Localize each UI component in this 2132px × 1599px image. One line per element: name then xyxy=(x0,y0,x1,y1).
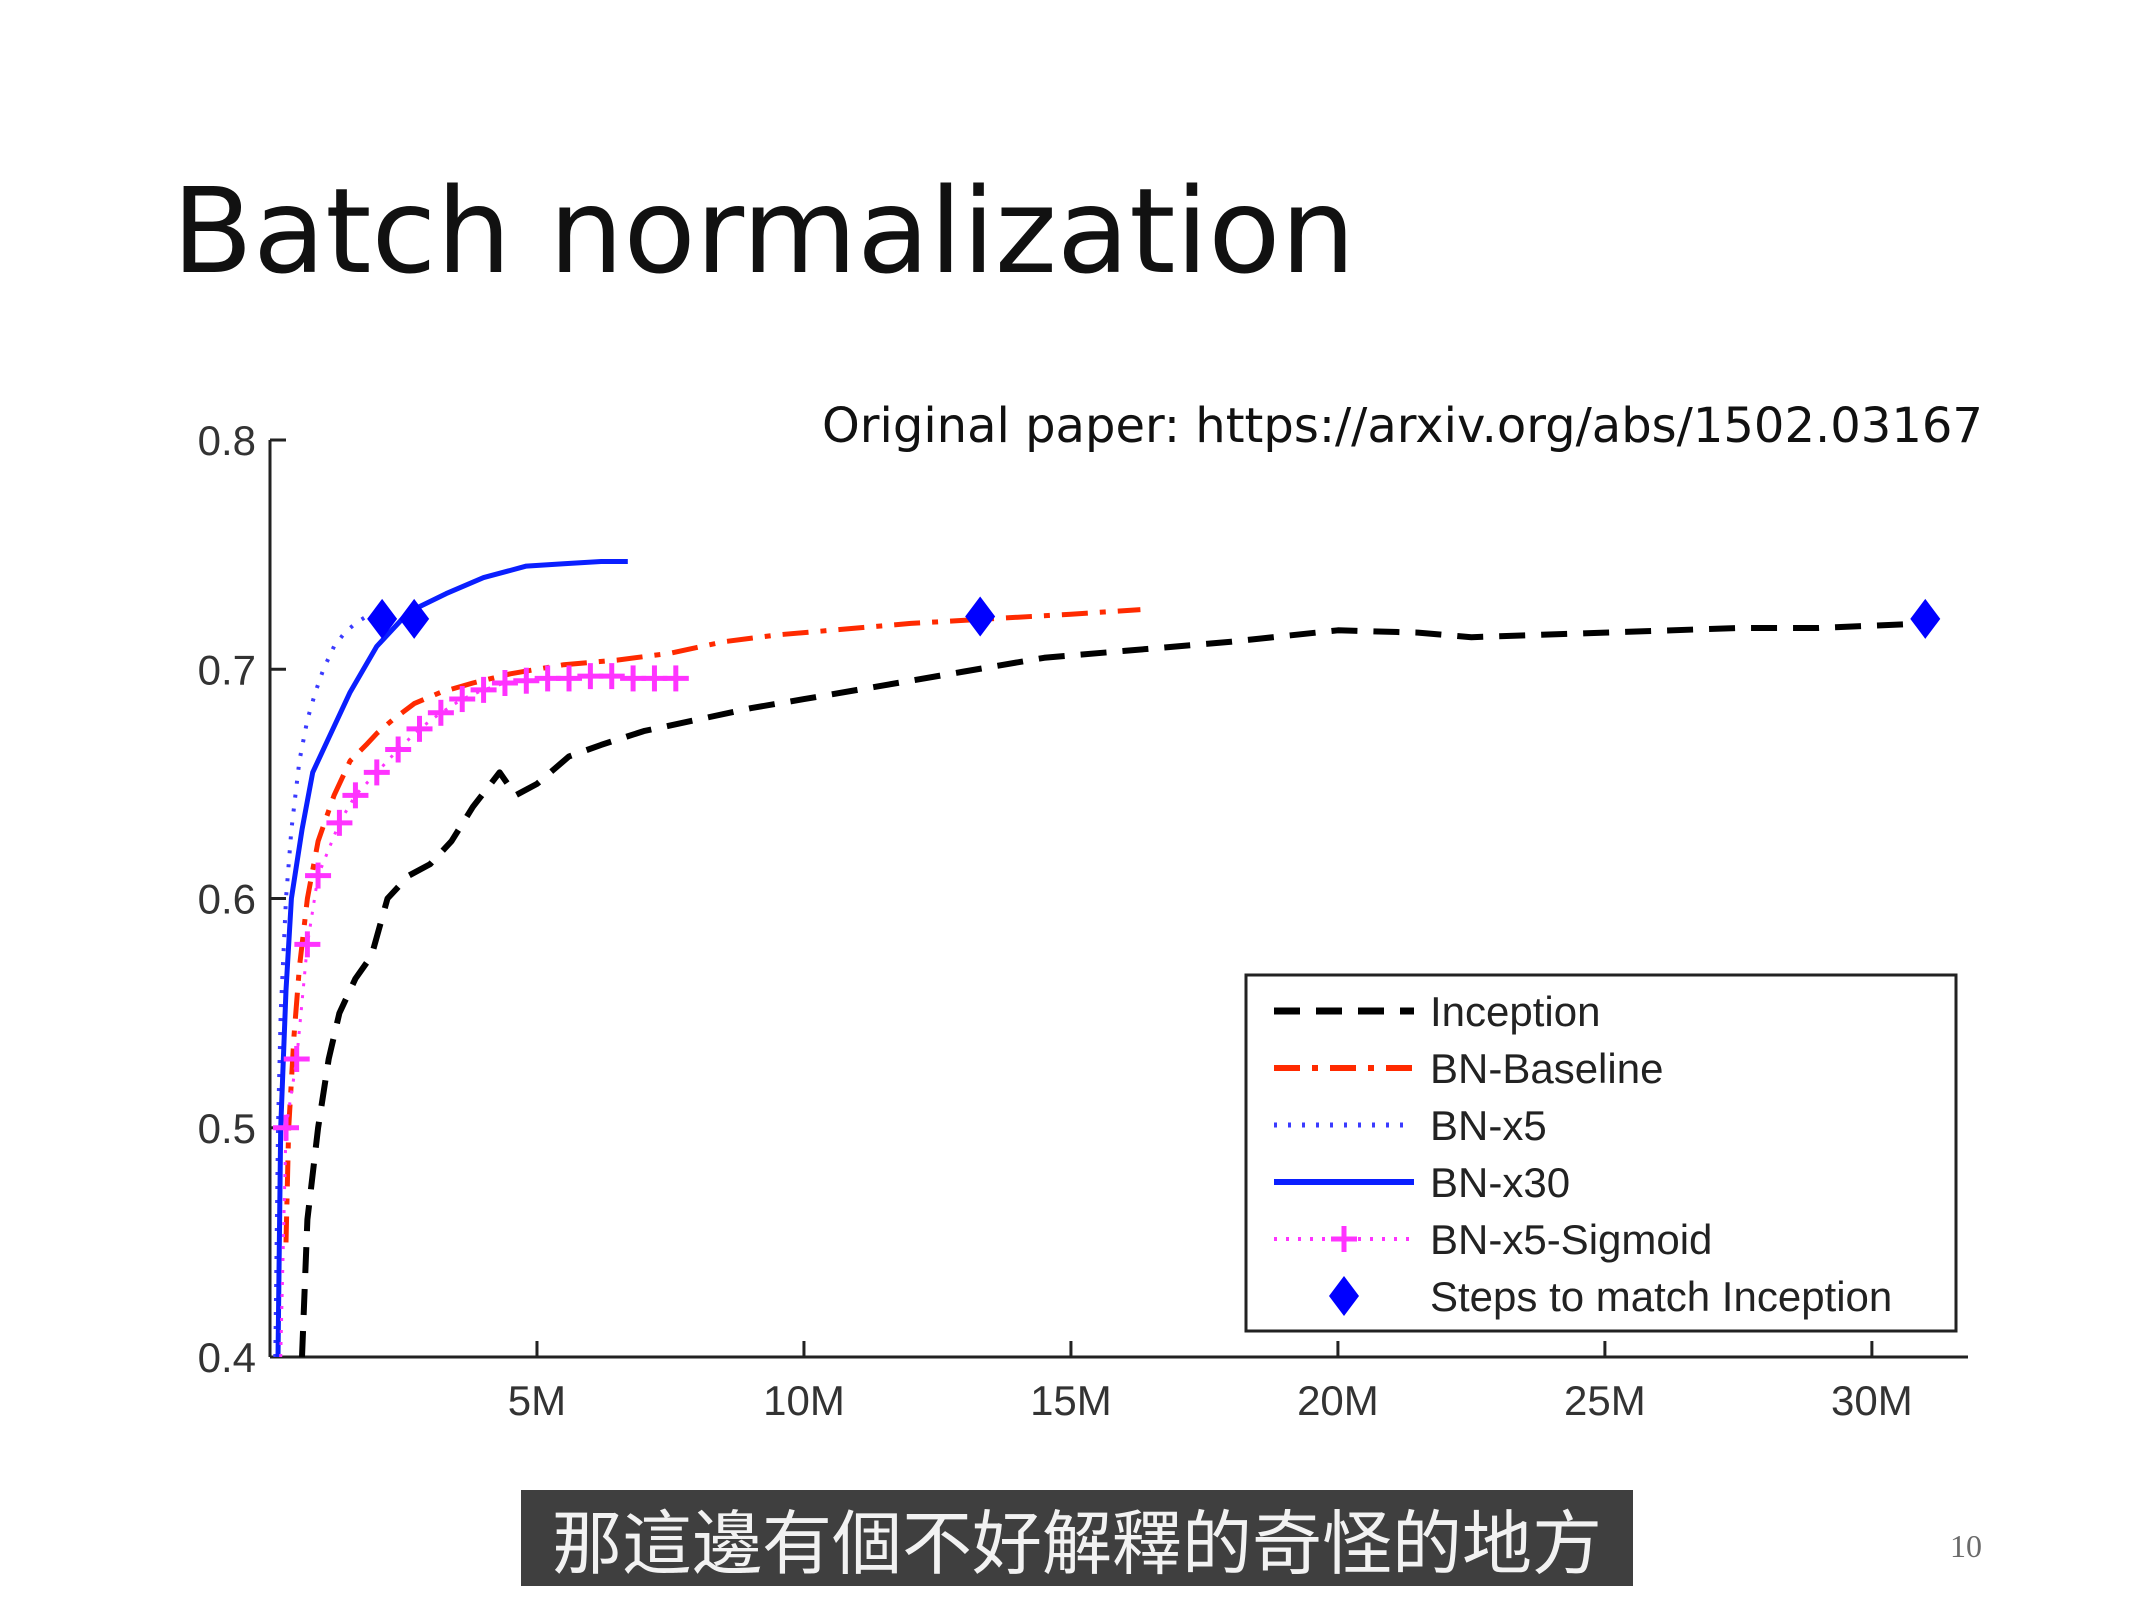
series-line-bn-x5 xyxy=(273,607,388,1358)
legend-label: BN-x5-Sigmoid xyxy=(1430,1216,1712,1263)
y-tick-label: 0.5 xyxy=(198,1105,256,1152)
plus-marker xyxy=(406,715,433,742)
match-inception-marker xyxy=(367,598,398,639)
legend-label: BN-x30 xyxy=(1430,1159,1570,1206)
source-note: Original paper: https://arxiv.org/abs/15… xyxy=(822,398,1983,454)
x-tick-label: 30M xyxy=(1831,1377,1913,1424)
y-tick-label: 0.8 xyxy=(198,417,256,464)
chart-axes: 0.4 0.5 0.6 0.7 0.8 5M 10M 15M 20M 25M 30M xyxy=(198,417,1968,1424)
page-number: 10 xyxy=(1950,1528,1982,1564)
plus-marker xyxy=(273,1114,300,1141)
video-subtitle: 那這邊有個不好解釋的奇怪的地方 xyxy=(521,1490,1633,1586)
x-tick-label: 10M xyxy=(763,1377,845,1424)
plus-marker xyxy=(326,809,353,836)
plus-marker xyxy=(662,665,689,692)
plus-marker xyxy=(305,862,332,889)
x-tick-label: 25M xyxy=(1564,1377,1646,1424)
chart-series xyxy=(273,559,1941,1358)
subtitle-text: 那這邊有個不好解釋的奇怪的地方 xyxy=(552,1502,1602,1585)
series-line-inception xyxy=(299,620,1926,1358)
plus-marker xyxy=(385,736,412,763)
match-inception-marker xyxy=(1910,598,1941,639)
plus-marker xyxy=(449,686,476,713)
plus-marker xyxy=(294,931,321,958)
chart-legend: Inception BN-Baseline BN-x5 BN-x30 BN-x5-Sig… xyxy=(1244,973,1958,1333)
y-tick-label: 0.7 xyxy=(198,646,256,693)
x-tick-label: 20M xyxy=(1297,1377,1379,1424)
series-line-bn-baseline xyxy=(283,607,1141,1243)
match-inception-marker xyxy=(399,598,430,639)
legend-label: Steps to match Inception xyxy=(1430,1273,1892,1320)
x-tick-label: 5M xyxy=(508,1377,566,1424)
legend-label: BN-Baseline xyxy=(1430,1045,1663,1092)
slide-title: Batch normalization xyxy=(172,162,1356,300)
legend-box xyxy=(1244,973,1958,1333)
y-tick-label: 0.6 xyxy=(198,876,256,923)
plus-marker xyxy=(427,699,454,726)
plus-marker xyxy=(342,782,369,809)
legend-label: BN-x5 xyxy=(1430,1102,1547,1149)
legend-label: Inception xyxy=(1430,988,1600,1035)
y-tick-label: 0.4 xyxy=(198,1334,256,1381)
match-inception-marker xyxy=(965,596,996,637)
legend-swatch xyxy=(1329,1276,1359,1316)
plus-marker xyxy=(283,1045,310,1072)
series-line-bn-x30 xyxy=(275,559,628,1358)
plus-marker xyxy=(363,759,390,786)
plus-marker xyxy=(470,676,497,703)
x-tick-label: 15M xyxy=(1030,1377,1112,1424)
plus-marker xyxy=(1331,1226,1357,1252)
